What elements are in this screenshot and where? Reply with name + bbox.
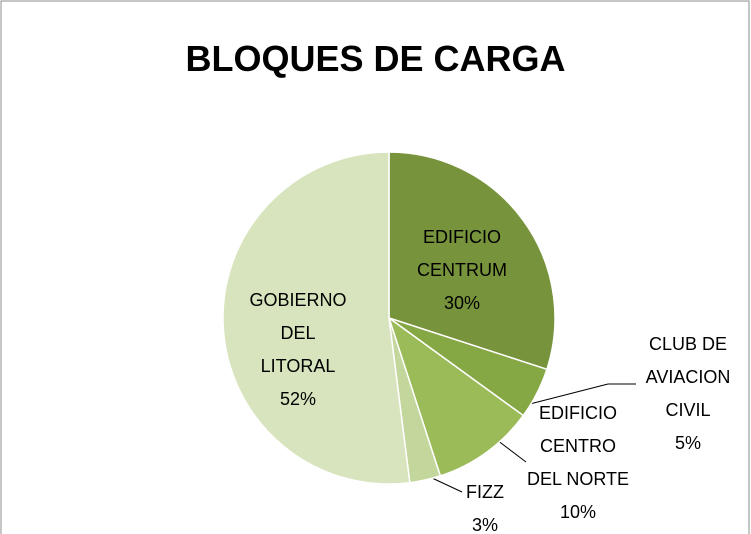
chart-title: BLOQUES DE CARGA bbox=[185, 38, 566, 79]
leader-line bbox=[431, 477, 463, 493]
leader-line bbox=[521, 383, 609, 407]
data-label: CLUB DE AVIACION CIVIL 5% bbox=[633, 328, 743, 460]
leader-line bbox=[496, 439, 527, 463]
value-label: 10% bbox=[559, 502, 597, 522]
data-label: EDIFICIO CENTRO DEL NORTE 10% bbox=[525, 397, 631, 529]
data-label: FIZZ 3% bbox=[455, 476, 515, 534]
data-label: EDIFICIO CENTRUM 30% bbox=[407, 221, 517, 320]
value-label: 52% bbox=[279, 389, 317, 409]
category-label: EDIFICIO CENTRUM bbox=[417, 227, 507, 280]
pie-slice bbox=[387, 316, 525, 477]
value-label: 30% bbox=[443, 293, 481, 313]
category-label: CLUB DE AVIACION CIVIL bbox=[645, 334, 731, 420]
category-label: GOBIERNO DEL LITORAL bbox=[249, 290, 347, 376]
pie-slice bbox=[388, 151, 556, 371]
value-label: 5% bbox=[674, 433, 701, 453]
pie-slice bbox=[222, 151, 411, 485]
value-label: 3% bbox=[471, 515, 498, 534]
category-label: FIZZ bbox=[466, 482, 504, 502]
category-label: EDIFICIO CENTRO DEL NORTE bbox=[526, 403, 630, 489]
data-label: GOBIERNO DEL LITORAL 52% bbox=[243, 284, 353, 416]
